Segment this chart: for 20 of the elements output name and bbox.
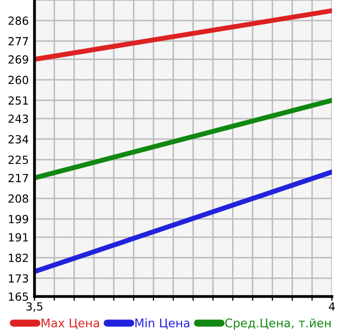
y-tick-label: 217: [8, 174, 28, 182]
legend-label: Min Цена: [135, 318, 190, 330]
y-tick-label: 165: [8, 292, 28, 301]
y-tick-label: 286: [8, 16, 28, 25]
x-tick-label: 3,5: [26, 302, 42, 312]
y-tick-label: 208: [8, 194, 28, 203]
y-tick-label: 173: [8, 274, 28, 283]
legend-label: Сред.Цена, т.йен: [225, 318, 331, 330]
legend-label: Max Цена: [42, 318, 99, 330]
y-tick-label: 269: [8, 55, 28, 64]
y-tick-label: 225: [8, 156, 28, 164]
y-tick-label: 251: [8, 96, 28, 105]
y-tick-label: 191: [8, 233, 28, 242]
y-tick-label: 199: [8, 214, 28, 224]
y-tick-label: 277: [8, 37, 28, 46]
y-tick-label: 234: [8, 135, 28, 144]
x-tick-label: 4: [328, 302, 335, 310]
y-tick-label: 182: [8, 254, 28, 262]
y-tick-label: 243: [8, 114, 28, 123]
y-tick-label: 260: [8, 76, 28, 84]
